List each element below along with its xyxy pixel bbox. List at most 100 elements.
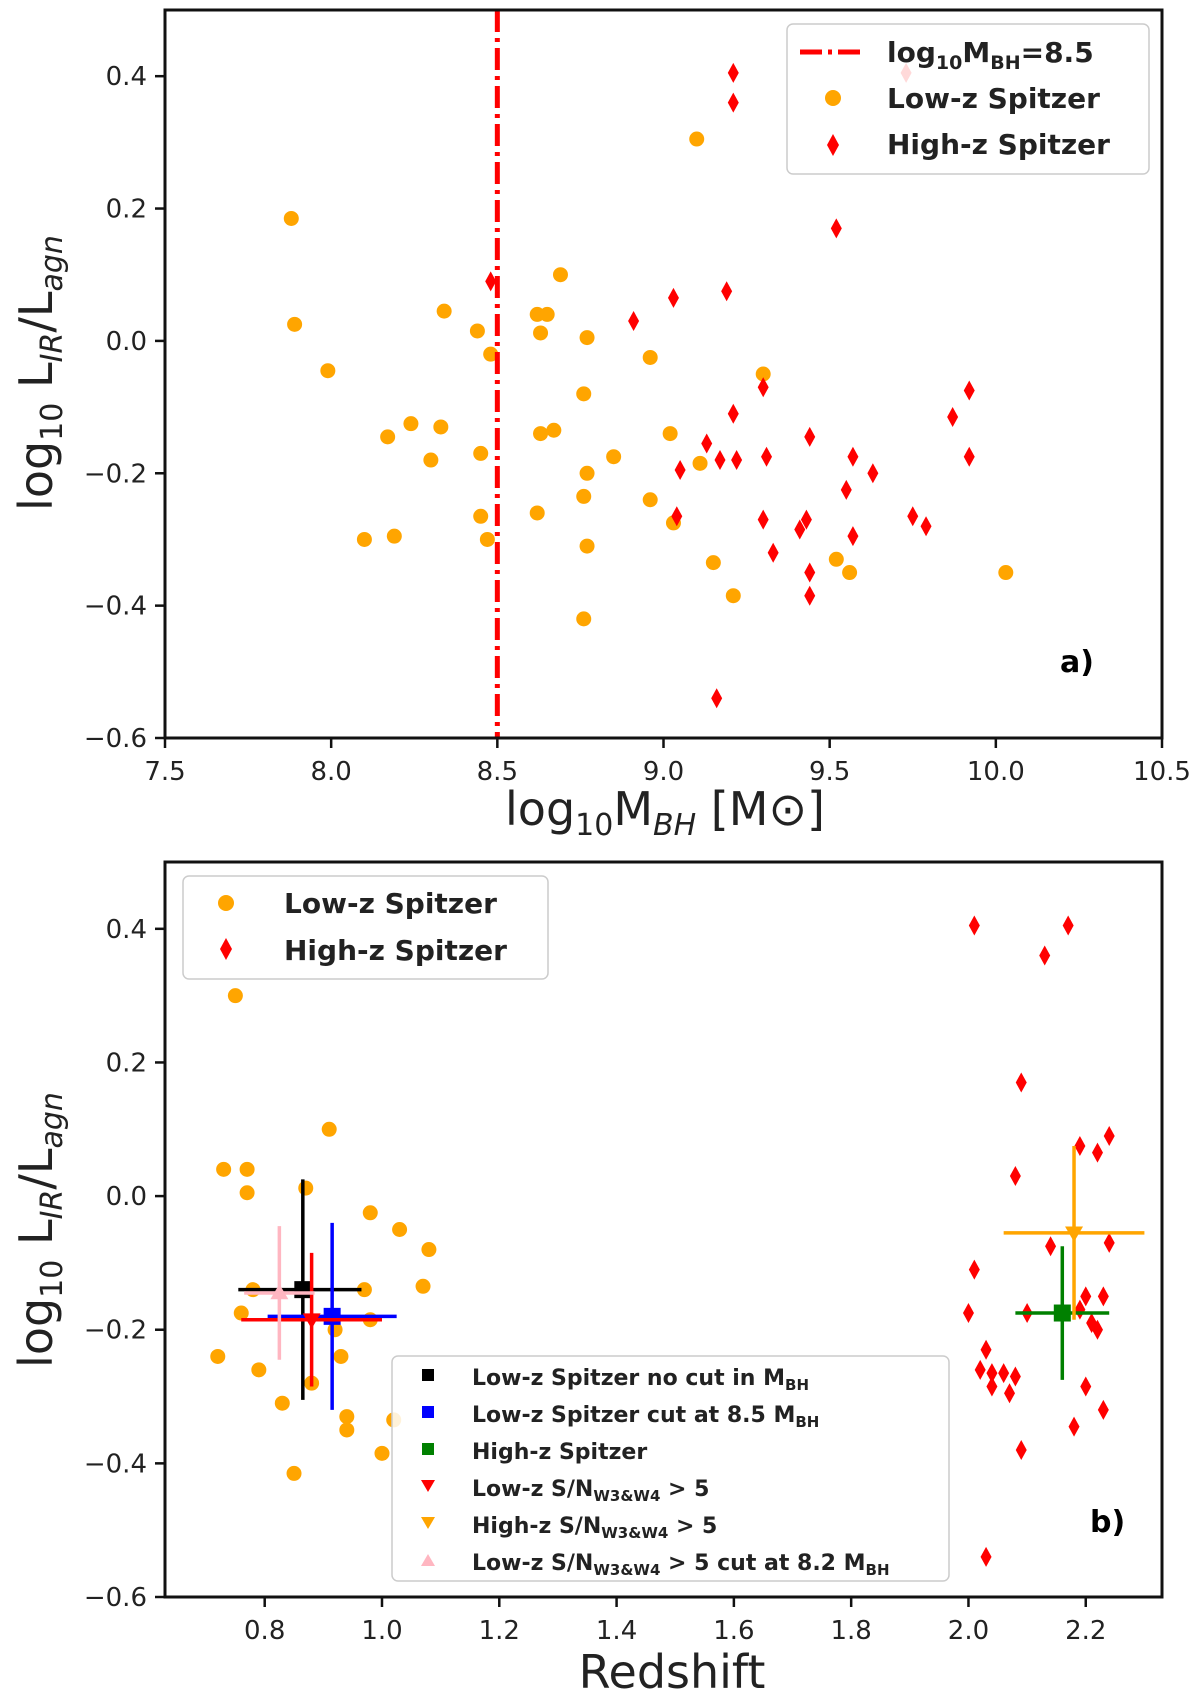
legend-err-blue-square	[422, 1406, 434, 1418]
low-z-point	[692, 455, 708, 471]
legend-high-z-diamond	[827, 134, 839, 156]
low-z-point	[552, 267, 568, 283]
low-z-point	[642, 492, 658, 508]
panel-a-y-tick-label: 0.4	[106, 62, 147, 92]
panel-a-y-tick-label: −0.4	[84, 592, 147, 622]
high-z-point	[1103, 1125, 1115, 1146]
low-z-point	[576, 611, 592, 627]
panel-b-errorbars	[238, 1145, 1145, 1410]
legend-high-z-label: High-z Spitzer	[887, 128, 1110, 161]
high-z-point	[731, 450, 743, 471]
high-z-point	[1009, 1366, 1021, 1387]
low-z-point	[473, 508, 489, 524]
panel-b-legend-errorbars: Low-z Spitzer no cut in MBH Low-z Spitze…	[391, 1355, 950, 1582]
high-z-point	[761, 446, 773, 467]
low-z-point	[842, 565, 858, 581]
legend-err-green-square	[422, 1443, 434, 1455]
legend-low-z-label: Low-z Spitzer	[887, 82, 1100, 115]
legend-low-z-circle	[825, 90, 841, 106]
low-z-point	[210, 1348, 226, 1364]
low-z-point	[356, 1282, 372, 1298]
high-z-point	[986, 1376, 998, 1397]
low-z-point	[579, 538, 595, 554]
high-z-point	[840, 479, 852, 500]
panel-b-x-tick-label: 1.2	[479, 1616, 520, 1646]
high-z-point	[800, 509, 812, 530]
high-z-point	[671, 506, 683, 527]
panel-b-y-tick-label: 0.4	[106, 915, 147, 945]
legend-b-low-z-circle	[218, 895, 234, 911]
low-z-point	[998, 565, 1014, 581]
high-z-point	[711, 688, 723, 709]
low-z-point	[339, 1422, 355, 1438]
legend-err-red-triangle	[421, 1480, 435, 1492]
panel-b-x-tick-label: 1.6	[713, 1616, 754, 1646]
low-z-point	[386, 528, 402, 544]
high-z-point	[1045, 1236, 1057, 1257]
high-z-point	[963, 446, 975, 467]
panel-b-y-tick-label: −0.2	[84, 1316, 147, 1346]
low-z-point	[339, 1409, 355, 1425]
high-z-point	[628, 311, 640, 332]
panel-b-y-tick-label: 0.2	[106, 1048, 147, 1078]
low-z-point	[725, 588, 741, 604]
legend-b-high-z-diamond	[220, 938, 232, 960]
panel-a-x-tick-label: 9.5	[809, 757, 850, 787]
panel-b-legend-top-box	[182, 875, 549, 980]
panel-a-x-tick-label: 8.5	[477, 757, 518, 787]
low-z-point	[642, 349, 658, 365]
high-z-point	[804, 562, 816, 583]
panel-a-ticks: 7.5 8.0 8.5 9.0 9.5 10.0 10.5 −0.6 −0.4 −0.2 0.0 0.…	[84, 62, 1191, 787]
errorbar-marker	[294, 1281, 312, 1299]
low-z-point	[436, 303, 452, 319]
low-z-point	[233, 1305, 249, 1321]
legend-err-red-label: Low-z S/NW3&W4 > 5	[472, 1477, 709, 1505]
low-z-point	[415, 1278, 431, 1294]
high-z-point	[1091, 1142, 1103, 1163]
panel-b-legend-top: Low-z Spitzer High-z Spitzer	[182, 875, 549, 980]
low-z-point	[374, 1445, 390, 1461]
low-z-point	[298, 1180, 314, 1196]
panel-a-marks	[283, 10, 1014, 738]
panel-a-y-tick-label: −0.6	[84, 724, 147, 754]
high-z-point	[1004, 1383, 1016, 1404]
errorbar-marker	[1053, 1304, 1071, 1322]
high-z-point	[963, 380, 975, 401]
high-z-point	[974, 1359, 986, 1380]
high-z-point	[1074, 1299, 1086, 1320]
low-z-point	[423, 452, 439, 468]
low-z-point	[479, 531, 495, 547]
high-z-point	[1097, 1286, 1109, 1307]
low-z-point	[546, 422, 562, 438]
high-z-point	[980, 1546, 992, 1567]
panel-a-y-label: log10 LIR/Lagn	[9, 235, 70, 511]
high-z-point	[727, 92, 739, 113]
low-z-point	[689, 131, 705, 147]
panel-b-x-tick-label: 2.2	[1065, 1616, 1106, 1646]
high-z-point	[847, 526, 859, 547]
high-z-point	[986, 1363, 998, 1384]
high-z-point	[727, 403, 739, 424]
high-z-point	[947, 407, 959, 428]
panel-b-ticks: 0.8 1.0 1.2 1.4 1.6 1.8 2.0 2.2 −0.6 −0.4 −0.2 0.0 0…	[84, 915, 1107, 1646]
high-z-point	[701, 433, 713, 454]
low-z-point	[828, 551, 844, 567]
high-z-point	[767, 542, 779, 563]
panel-a-x-tick-label: 10.0	[967, 757, 1025, 787]
panel-a-x-tick-label: 8.0	[310, 757, 351, 787]
high-z-point	[1097, 1399, 1109, 1420]
high-z-point	[794, 519, 806, 540]
panel-a-x-tick-label: 7.5	[144, 757, 185, 787]
low-z-point	[321, 1121, 337, 1137]
low-z-point	[473, 445, 489, 461]
low-z-point	[286, 1465, 302, 1481]
panel-a-x-tick-label: 9.0	[643, 757, 684, 787]
low-z-point	[576, 386, 592, 402]
high-z-point	[1015, 1072, 1027, 1093]
high-z-point	[907, 506, 919, 527]
legend-err-orange-triangle	[421, 1517, 435, 1529]
low-z-point	[433, 419, 449, 435]
panel-a-legend: log10MBH=8.5 Low-z Spitzer High-z Spitze…	[786, 23, 1150, 175]
high-z-point	[804, 426, 816, 447]
high-z-point	[1080, 1376, 1092, 1397]
